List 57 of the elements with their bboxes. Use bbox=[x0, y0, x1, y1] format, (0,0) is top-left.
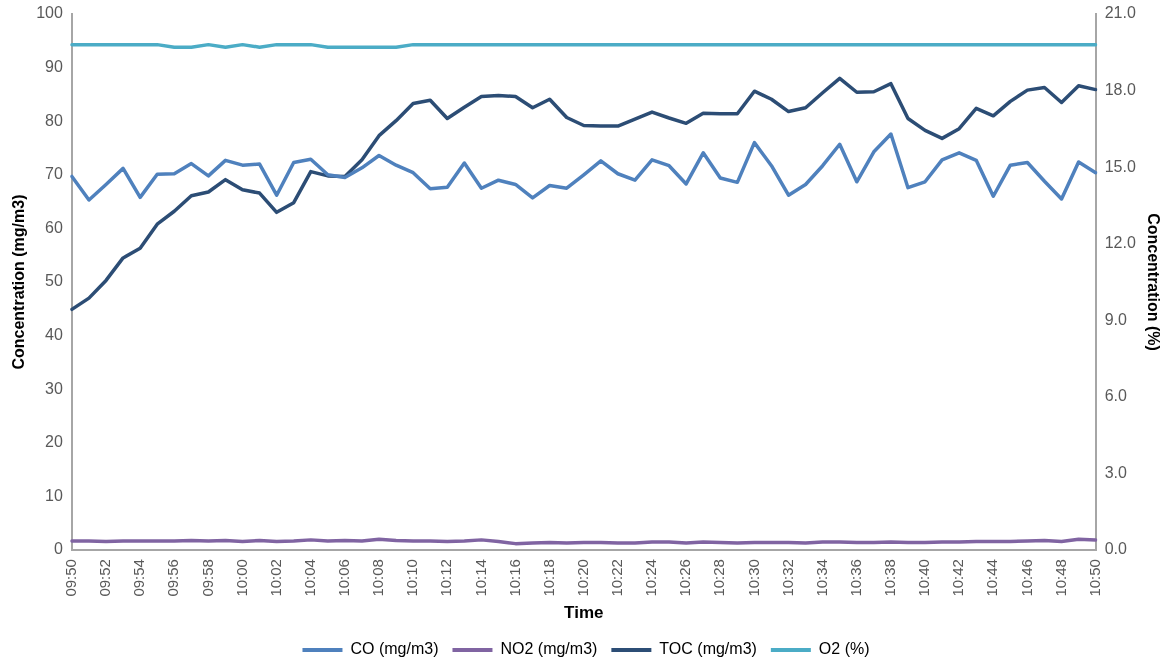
x-tick-label: 09:58 bbox=[198, 559, 216, 597]
legend-label: NO2 (mg/m3) bbox=[500, 640, 598, 658]
x-tick-label: 10:38 bbox=[881, 559, 899, 597]
y2-tick-label: 15.0 bbox=[1104, 157, 1136, 175]
x-tick-label: 10:24 bbox=[642, 559, 660, 597]
x-tick-label: 10:36 bbox=[846, 559, 864, 597]
y-tick-label: 10 bbox=[45, 486, 63, 504]
x-tick-label: 09:54 bbox=[130, 559, 148, 597]
x-tick-label: 10:28 bbox=[710, 559, 728, 597]
x-tick-label: 10:42 bbox=[949, 559, 967, 597]
x-tick-label: 10:14 bbox=[471, 559, 489, 597]
y-tick-label: 80 bbox=[45, 111, 63, 129]
x-tick-label: 10:34 bbox=[812, 559, 830, 597]
x-tick-label: 10:18 bbox=[539, 559, 557, 597]
legend-label: CO (mg/m3) bbox=[350, 640, 439, 658]
x-tick-label: 10:40 bbox=[915, 559, 933, 597]
x-tick-label: 10:20 bbox=[573, 559, 591, 597]
y2-tick-label: 9.0 bbox=[1104, 310, 1127, 328]
x-tick-label: 10:30 bbox=[744, 559, 762, 597]
y-axis-title: Concentration (mg/m3) bbox=[10, 194, 28, 370]
legend-label: O2 (%) bbox=[818, 640, 870, 658]
x-tick-label: 10:08 bbox=[369, 559, 387, 597]
x-tick-label: 10:16 bbox=[505, 559, 523, 597]
legend-label: TOC (mg/m3) bbox=[659, 640, 757, 658]
y2-tick-label: 3.0 bbox=[1104, 463, 1127, 481]
x-tick-label: 10:22 bbox=[608, 559, 626, 597]
x-tick-label: 09:52 bbox=[96, 559, 114, 597]
y2-tick-label: 0.0 bbox=[1104, 540, 1127, 558]
x-tick-label: 10:48 bbox=[1051, 559, 1069, 597]
y-tick-label: 70 bbox=[45, 165, 63, 183]
y-tick-label: 20 bbox=[45, 433, 63, 451]
x-tick-label: 10:26 bbox=[676, 559, 694, 597]
x-tick-label: 10:06 bbox=[335, 559, 353, 597]
y-tick-label: 0 bbox=[53, 540, 63, 558]
y2-tick-label: 12.0 bbox=[1104, 234, 1136, 252]
y2-tick-label: 6.0 bbox=[1104, 387, 1127, 405]
x-tick-label: 09:56 bbox=[164, 559, 182, 597]
x-tick-label: 10:32 bbox=[778, 559, 796, 597]
y2-tick-label: 21.0 bbox=[1104, 4, 1136, 22]
y-tick-label: 30 bbox=[45, 379, 63, 397]
x-tick-label: 10:02 bbox=[266, 559, 284, 597]
y2-tick-label: 18.0 bbox=[1104, 80, 1136, 98]
x-tick-label: 10:44 bbox=[983, 559, 1001, 597]
x-tick-label: 10:46 bbox=[1017, 559, 1035, 597]
x-tick-label: 10:12 bbox=[437, 559, 455, 597]
x-tick-label: 10:50 bbox=[1085, 559, 1103, 597]
x-tick-label: 10:04 bbox=[300, 559, 318, 597]
y-tick-label: 90 bbox=[45, 58, 63, 76]
y-tick-label: 100 bbox=[36, 4, 63, 22]
x-tick-label: 10:10 bbox=[403, 559, 421, 597]
y-tick-label: 40 bbox=[45, 326, 63, 344]
y2-axis-title: Concentration (%) bbox=[1144, 213, 1162, 351]
x-axis-title: Time bbox=[564, 603, 604, 623]
y-tick-label: 60 bbox=[45, 218, 63, 236]
x-tick-label: 10:00 bbox=[232, 559, 250, 597]
x-tick-label: 09:50 bbox=[62, 559, 80, 597]
y-tick-label: 50 bbox=[45, 272, 63, 290]
